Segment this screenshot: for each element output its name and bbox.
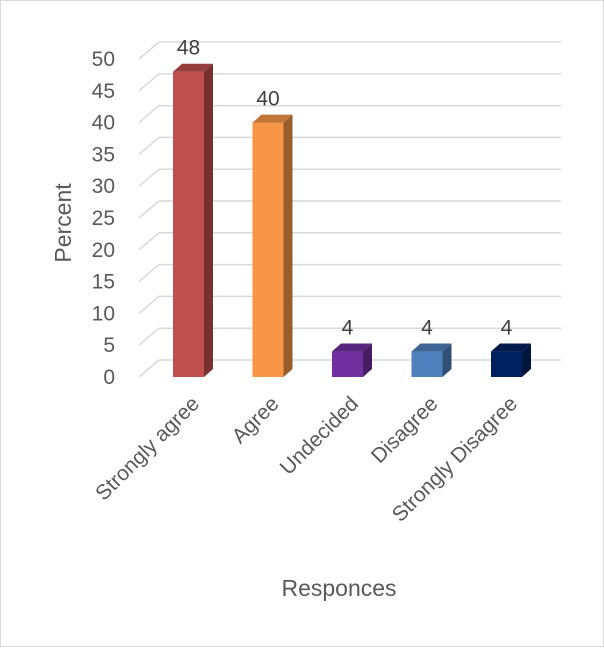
data-label: 4 (342, 317, 354, 340)
bar-undecided (332, 343, 372, 377)
x-tick-label: Strongly agree (91, 392, 204, 505)
bar-top (173, 63, 213, 72)
gridline-depth (138, 359, 160, 378)
bar-side (283, 114, 293, 377)
y-tick-label: 0 (103, 366, 115, 389)
data-label: 4 (501, 317, 513, 340)
bar-top (411, 343, 452, 352)
bar-strongly-agree (173, 63, 213, 377)
data-label: 48 (177, 37, 200, 60)
y-tick-label: 40 (92, 112, 115, 135)
bar-front (252, 122, 284, 377)
bars (173, 63, 531, 377)
data-label: 40 (256, 88, 279, 111)
y-tick-label: 30 (92, 175, 115, 198)
bar-agree (252, 114, 293, 377)
gridline-depth (138, 232, 160, 251)
gridline-depth (138, 105, 160, 124)
y-tick-label: 20 (92, 239, 115, 262)
gridlines (138, 41, 561, 378)
gridline-depth (138, 41, 160, 60)
bar-front (332, 351, 363, 377)
data-label: 4 (421, 317, 433, 340)
gridline-depth (138, 73, 160, 92)
y-tick-label: 45 (92, 80, 115, 103)
bar-top (491, 343, 531, 352)
y-axis-ticks: 0 5 10 15 20 25 30 35 40 45 50 (92, 48, 115, 389)
y-tick-label: 35 (92, 143, 115, 166)
bar-front (173, 71, 204, 377)
x-axis-title: Responces (281, 575, 396, 601)
y-axis-title: Percent (50, 183, 76, 263)
gridline-depth (138, 168, 160, 187)
y-tick-label: 25 (92, 207, 115, 230)
bar-side (363, 343, 372, 377)
gridline-depth (138, 327, 160, 346)
y-tick-label: 50 (92, 48, 115, 71)
bar-side (442, 343, 452, 377)
x-tick-label: Undecided (276, 392, 363, 479)
gridline-depth (138, 264, 160, 283)
data-labels: 48 40 4 4 4 (177, 37, 513, 340)
bar-top (252, 114, 293, 123)
y-tick-label: 10 (92, 302, 115, 325)
bar-side (522, 343, 531, 377)
bar-front (491, 351, 522, 377)
gridline-depth (138, 295, 160, 314)
bar-strongly-disagree (491, 343, 531, 377)
bar-disagree (411, 343, 452, 377)
y-tick-label: 5 (103, 334, 115, 357)
gridline-depth (138, 136, 160, 155)
y-tick-label: 15 (92, 271, 115, 294)
bar-front (411, 351, 443, 377)
x-tick-label: Disagree (367, 392, 443, 468)
bar-side (204, 63, 213, 377)
x-tick-label: Agree (228, 392, 284, 448)
bar-top (332, 343, 372, 352)
gridline-depth (138, 200, 160, 219)
